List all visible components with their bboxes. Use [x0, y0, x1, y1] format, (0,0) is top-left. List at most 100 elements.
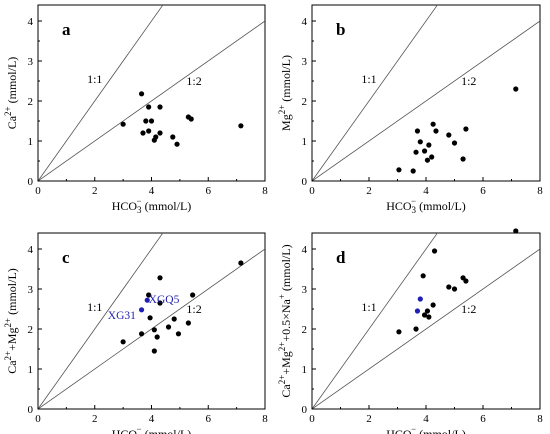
panel-a-data-point — [148, 118, 155, 124]
panel-a-plot-frame — [37, 4, 266, 182]
panel-letter-a: a — [62, 20, 71, 39]
panel-c-data-point — [157, 300, 163, 306]
panel-a-x-tick-label: 6 — [206, 185, 212, 197]
panel-a-ref-line-label-1-2: 1:2 — [186, 74, 201, 88]
panel-c-ref-line-label-1-2: 1:2 — [186, 302, 201, 316]
panel-b-x-axis-label: HCO3− (mmol/L) — [386, 196, 466, 215]
panel-b-data-point — [446, 132, 452, 138]
panel-b-x-tick-label: 6 — [480, 185, 486, 197]
panel-c-x-tick-label: 4 — [149, 413, 155, 425]
panel-a-data-point — [140, 130, 146, 136]
panel-b-y-axis-label: Mg2+ (mmol/L) — [277, 55, 293, 131]
panel-b-x-tick-label: 4 — [423, 185, 429, 197]
panel-c-data-point — [238, 260, 244, 266]
panel-d-data-point — [431, 248, 438, 254]
panel-d-y-tick-label: 0 — [302, 404, 308, 416]
panel-b-data-point — [421, 148, 428, 154]
panel-a-y-tick-label: 1 — [28, 136, 34, 148]
panel-a-data-point — [174, 141, 180, 147]
panel-letter-c: c — [62, 248, 70, 267]
panel-b-y-tick-label: 2 — [302, 96, 308, 108]
panel-letter-b: b — [336, 20, 345, 39]
panel-a-ref-line-1-1 — [38, 5, 164, 181]
panel-d-data-point — [420, 273, 426, 279]
panel-a-data-point — [143, 118, 149, 124]
panel-c-data-point — [171, 316, 177, 322]
panel-c-y-tick-label: 3 — [28, 284, 34, 296]
panel-d-x-tick-label: 8 — [537, 413, 543, 425]
panel-d-y-axis-label: Ca2++Mg2++0.5×Na+ (mmol/L) — [277, 244, 293, 397]
panel-a-y-tick-label: 2 — [28, 96, 34, 108]
panel-a-data-point — [170, 134, 176, 140]
panel-c-x-tick-label: 2 — [92, 413, 98, 425]
panel-c-data-point — [147, 315, 153, 321]
panel-a-ref-line-label-1-1: 1:1 — [87, 72, 102, 86]
panel-b-data-point — [396, 167, 402, 173]
panel-d-data-point — [430, 302, 436, 308]
panel-b-plot-frame — [311, 4, 541, 182]
panel-a-data-point — [157, 130, 163, 136]
panel-a-x-tick-label: 8 — [262, 185, 268, 197]
panel-d-data-point — [413, 326, 419, 332]
panel-b-data-point — [513, 86, 519, 92]
panel-a-x-axis-label: HCO3− (mmol/L) — [112, 196, 192, 215]
panel-c-data-point — [138, 331, 145, 337]
panel-d-y-tick-label: 2 — [302, 324, 308, 336]
panel-a-data-point — [138, 91, 145, 97]
panel-d-x-axis-label: HCO3− (mmol/L) — [386, 424, 466, 434]
panel-c-y-tick-label: 4 — [28, 244, 34, 256]
panel-b-x-tick-label: 0 — [309, 185, 315, 197]
panel-b-data-point — [430, 121, 436, 127]
panel-b-ref-line-1-2 — [312, 20, 540, 181]
panel-d-y-tick-label: 4 — [302, 244, 308, 256]
panel-d-ref-line-1-1 — [312, 233, 438, 409]
panel-c-annotation-xgq5: XGQ5 — [149, 294, 180, 306]
panel-c-highlight-point — [138, 307, 145, 313]
panel-d-data-point — [421, 312, 428, 318]
panel-c-ref-line-1-2 — [38, 248, 265, 409]
panel-c-y-tick-label: 1 — [28, 364, 34, 376]
panel-c-data-point — [154, 334, 160, 340]
panel-b-ref-line-1-1 — [312, 5, 438, 181]
panel-d-ref-line-label-1-1: 1:1 — [361, 300, 376, 314]
panel-c-ref-line-label-1-1: 1:1 — [87, 300, 102, 314]
panel-b-y-tick-label: 4 — [302, 16, 308, 28]
panel-c-y-tick-label: 2 — [28, 324, 34, 336]
panel-a-y-axis-label: Ca2+ (mmol/L) — [3, 57, 19, 130]
panel-c-x-tick-label: 6 — [206, 413, 212, 425]
panel-b-y-tick-label: 1 — [302, 136, 308, 148]
panel-b-data-point — [410, 168, 416, 174]
panel-c-data-point — [146, 292, 152, 298]
panel-d-x-tick-label: 4 — [423, 413, 429, 425]
panel-c-highlight-point — [144, 297, 150, 303]
panel-d-data-point — [451, 286, 458, 292]
panel-a-data-point — [157, 104, 163, 110]
panel-d-data-point — [396, 329, 402, 335]
panel-d-y-tick-label: 3 — [302, 284, 308, 296]
panel-b-data-point — [424, 157, 431, 163]
panel-d-ref-line-label-1-2: 1:2 — [461, 302, 476, 316]
panel-b-y-tick-label: 3 — [302, 56, 308, 68]
panel-d-data-point — [463, 278, 469, 284]
panel-c-annotation-xg31: XG31 — [108, 310, 136, 322]
panel-a-y-tick-label: 3 — [28, 56, 34, 68]
panel-b-x-tick-label: 2 — [366, 185, 372, 197]
panel-c-x-tick-label: 0 — [35, 413, 41, 425]
panel-a-y-tick-label: 0 — [28, 176, 34, 188]
panel-c-data-point — [175, 331, 182, 337]
panel-c-data-point — [185, 320, 191, 326]
panel-b-data-point — [460, 156, 466, 162]
panel-c-y-tick-label: 0 — [28, 404, 34, 416]
panel-b-data-point — [463, 126, 469, 132]
panel-a-data-point — [146, 104, 152, 110]
panel-a-data-point — [238, 123, 244, 129]
panel-c-data-point — [151, 327, 157, 333]
panel-a-x-tick-label: 0 — [35, 185, 41, 197]
panel-c-data-point — [151, 348, 157, 354]
panel-c-y-axis-label: Ca2++Mg2+ (mmol/L) — [3, 268, 19, 374]
panel-c-ref-line-1-1 — [38, 233, 164, 409]
panel-d-highlight-point — [414, 308, 421, 314]
panel-d-data-point — [446, 284, 452, 290]
panel-b-data-point — [429, 154, 435, 160]
